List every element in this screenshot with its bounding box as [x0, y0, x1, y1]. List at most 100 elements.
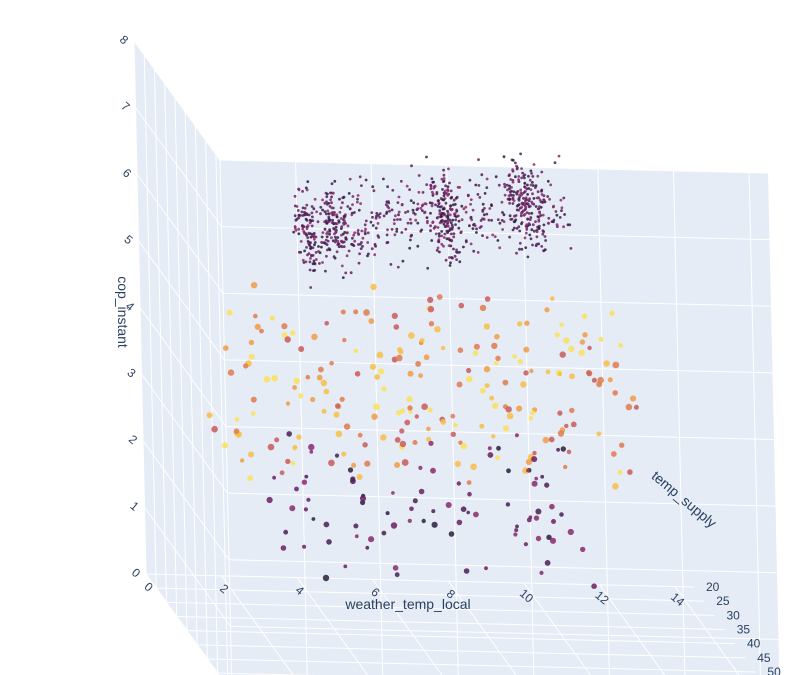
data-point — [580, 546, 586, 553]
data-point — [360, 241, 363, 244]
data-point — [540, 245, 544, 248]
data-point — [467, 491, 472, 497]
data-point — [300, 210, 304, 214]
data-point — [299, 240, 303, 243]
data-point — [311, 333, 318, 340]
data-point — [310, 205, 314, 208]
data-point — [431, 220, 435, 224]
data-point — [314, 235, 318, 239]
data-point — [308, 260, 312, 264]
data-point — [483, 192, 487, 195]
data-point — [503, 182, 506, 186]
data-point — [542, 194, 546, 198]
data-point — [439, 197, 443, 200]
data-point — [485, 212, 489, 216]
data-point — [364, 178, 368, 182]
data-point — [325, 195, 329, 199]
data-point — [359, 247, 363, 251]
data-point — [453, 422, 458, 428]
data-point — [328, 228, 331, 232]
data-point — [445, 237, 449, 241]
y-tick-label: 20 — [706, 580, 720, 594]
data-point — [390, 208, 394, 212]
data-point — [326, 539, 332, 545]
data-point — [431, 180, 435, 184]
data-point — [302, 544, 307, 549]
data-point — [591, 583, 597, 589]
data-point — [559, 512, 564, 517]
data-point — [536, 174, 540, 178]
data-point — [415, 361, 421, 367]
data-point — [544, 239, 547, 242]
data-point — [538, 205, 541, 208]
y-grid-floor — [176, 616, 725, 630]
data-point — [304, 186, 308, 190]
data-point — [357, 233, 360, 236]
data-point — [494, 333, 500, 340]
data-point — [487, 218, 491, 222]
data-point — [428, 321, 435, 327]
data-point — [417, 174, 421, 177]
data-point — [412, 498, 418, 504]
data-point — [340, 309, 346, 315]
data-point — [508, 197, 511, 201]
data-point — [312, 235, 316, 239]
data-point — [446, 211, 450, 215]
data-point — [509, 193, 513, 197]
data-point — [470, 463, 477, 471]
data-point — [395, 410, 402, 416]
data-point — [455, 215, 458, 219]
data-point — [523, 213, 527, 216]
data-point — [509, 178, 513, 181]
data-point — [448, 531, 455, 537]
data-point — [392, 222, 396, 226]
data-point — [247, 475, 254, 482]
data-point — [330, 211, 333, 215]
data-point — [466, 480, 472, 485]
data-point — [329, 360, 334, 366]
data-point — [436, 294, 443, 300]
data-point — [557, 154, 561, 158]
data-point — [508, 235, 511, 239]
data-point — [251, 411, 256, 416]
data-point — [330, 195, 333, 199]
data-point — [456, 185, 460, 189]
data-point — [396, 265, 400, 269]
data-point — [431, 521, 438, 528]
x-grid-floor — [447, 580, 517, 675]
data-point — [316, 220, 320, 224]
data-point — [330, 182, 334, 186]
data-point — [306, 497, 311, 502]
data-point — [478, 196, 482, 199]
data-point — [416, 244, 420, 248]
data-point — [304, 217, 308, 221]
data-point — [434, 326, 441, 333]
data-point — [305, 246, 308, 249]
data-point — [405, 184, 409, 188]
data-point — [464, 240, 468, 244]
data-point — [498, 246, 502, 250]
data-point — [396, 218, 399, 221]
data-point — [386, 185, 389, 189]
data-point — [542, 230, 545, 234]
data-point — [271, 375, 279, 382]
data-point — [458, 260, 462, 264]
data-point — [524, 231, 528, 235]
data-point — [537, 227, 541, 230]
data-point — [417, 190, 421, 194]
data-point — [516, 204, 520, 207]
data-point — [301, 479, 308, 485]
data-point — [303, 249, 306, 253]
data-point — [326, 230, 330, 234]
data-point — [530, 410, 536, 416]
data-point — [495, 355, 501, 361]
data-point — [348, 177, 352, 181]
data-point — [363, 232, 367, 236]
data-point — [223, 345, 229, 351]
y-grid-floor — [166, 601, 715, 616]
data-point — [347, 249, 351, 253]
data-point — [511, 228, 515, 232]
data-point — [596, 431, 602, 437]
